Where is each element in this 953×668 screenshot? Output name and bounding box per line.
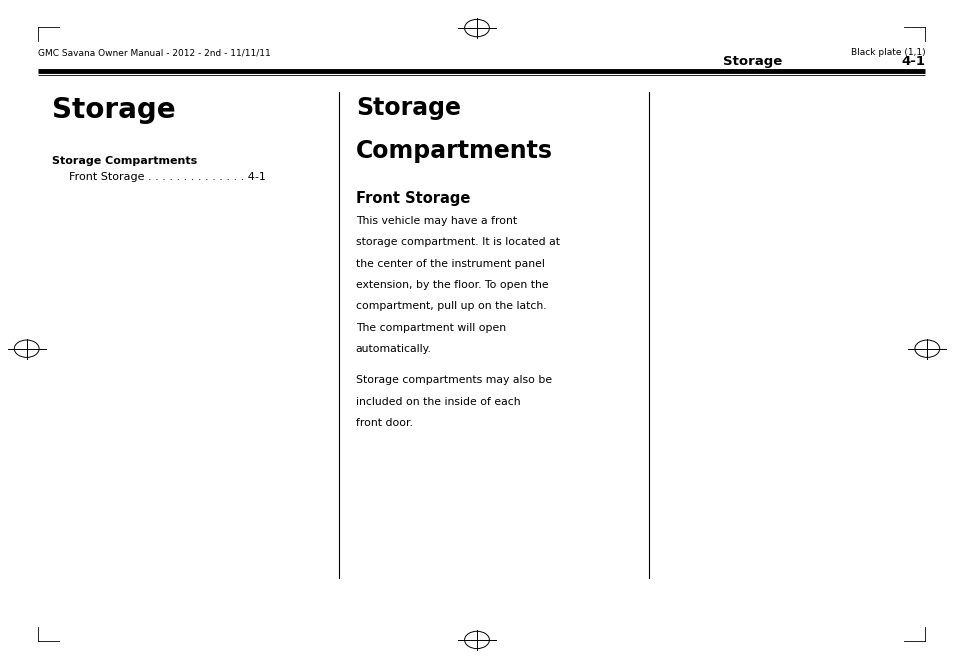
Text: Storage Compartments: Storage Compartments bbox=[52, 156, 197, 166]
Text: 4-1: 4-1 bbox=[901, 55, 924, 68]
Text: GMC Savana Owner Manual - 2012 - 2nd - 11/11/11: GMC Savana Owner Manual - 2012 - 2nd - 1… bbox=[38, 48, 271, 57]
Text: This vehicle may have a front: This vehicle may have a front bbox=[355, 216, 517, 226]
Text: extension, by the floor. To open the: extension, by the floor. To open the bbox=[355, 280, 548, 290]
Text: included on the inside of each: included on the inside of each bbox=[355, 397, 520, 407]
Text: Compartments: Compartments bbox=[355, 139, 552, 163]
Text: Black plate (1,1): Black plate (1,1) bbox=[850, 48, 924, 57]
Text: Storage: Storage bbox=[355, 96, 460, 120]
Text: The compartment will open: The compartment will open bbox=[355, 323, 505, 333]
Text: Storage: Storage bbox=[722, 55, 781, 68]
Text: Storage: Storage bbox=[52, 96, 176, 124]
Text: the center of the instrument panel: the center of the instrument panel bbox=[355, 259, 544, 269]
Text: Storage compartments may also be: Storage compartments may also be bbox=[355, 375, 552, 385]
Text: compartment, pull up on the latch.: compartment, pull up on the latch. bbox=[355, 301, 546, 311]
Text: automatically.: automatically. bbox=[355, 344, 432, 354]
Text: storage compartment. It is located at: storage compartment. It is located at bbox=[355, 237, 559, 247]
Text: front door.: front door. bbox=[355, 418, 413, 428]
Text: Front Storage . . . . . . . . . . . . . . 4-1: Front Storage . . . . . . . . . . . . . … bbox=[62, 172, 266, 182]
Text: Front Storage: Front Storage bbox=[355, 191, 470, 206]
